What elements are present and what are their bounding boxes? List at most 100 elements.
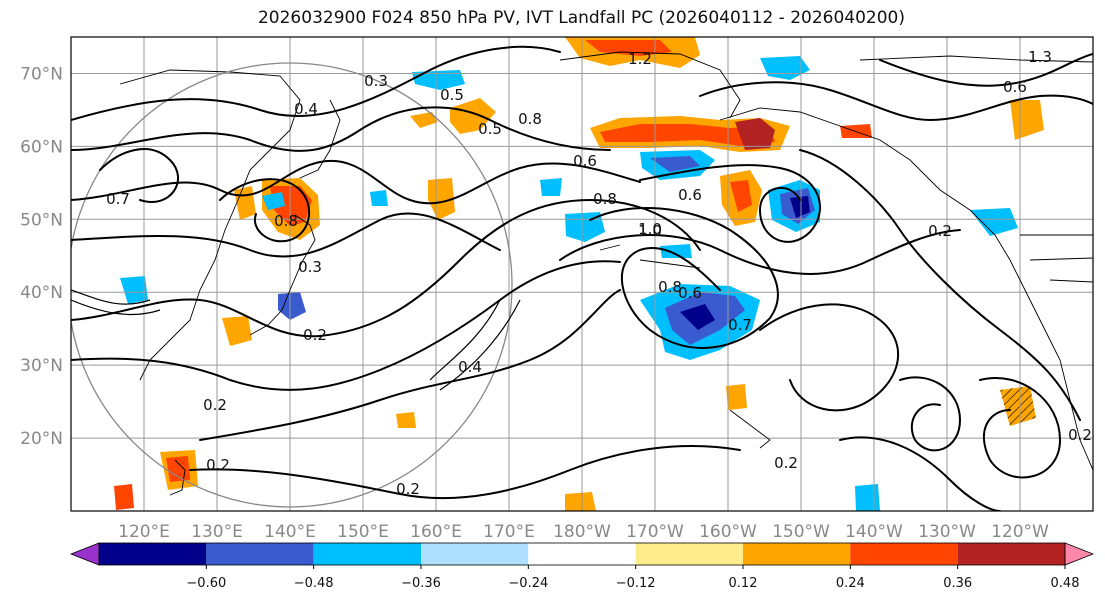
- lon-tick-label: 160°E: [410, 522, 462, 542]
- japan-coastline: [249, 214, 316, 336]
- colorbar-tick-label: −0.60: [186, 576, 226, 591]
- contour-label: 1.3: [1028, 48, 1052, 66]
- lon-tick-label: 170°W: [626, 522, 684, 542]
- lat-tick-label: 40°N: [20, 283, 63, 303]
- chart-title: 2026032900 F024 850 hPa PV, IVT Landfall…: [257, 8, 905, 28]
- shade-positive: [222, 316, 252, 346]
- contour-labels: 1.20.50.30.40.51.00.80.60.80.61.00.80.60…: [106, 48, 1092, 498]
- contour-line: [759, 303, 899, 412]
- coastlines: [119, 51, 1093, 496]
- map-plot-area: 1.20.50.30.40.51.00.80.60.80.61.00.80.60…: [71, 37, 1093, 511]
- lat-tick-label: 70°N: [20, 64, 63, 84]
- colorbar-tick-label: −0.24: [508, 576, 548, 591]
- colorbar-bin: [743, 543, 851, 565]
- contour-line: [199, 289, 621, 441]
- contour-line: [71, 198, 701, 338]
- contour-line-thin: [71, 289, 161, 316]
- contour-line: [879, 53, 1093, 87]
- contour-line: [71, 159, 641, 205]
- colorbar-bin: [528, 543, 636, 565]
- shade-negative: [262, 192, 285, 210]
- shade-positive: [450, 98, 496, 134]
- pv-contours: [71, 45, 1093, 511]
- colorbar-tick-label: 0.48: [1051, 576, 1080, 591]
- contour-line: [589, 207, 779, 349]
- contour-label: 0.6: [1003, 78, 1027, 96]
- shade-positive: [726, 384, 747, 410]
- shaded-anomalies: [114, 37, 1044, 511]
- contour-label: 0.4: [458, 358, 482, 376]
- contour-label: 0.8: [274, 212, 298, 230]
- shade-negative-max: [790, 196, 810, 218]
- colorbar-bin: [635, 543, 743, 565]
- colorbar-bin: [957, 543, 1065, 565]
- contour-line: [219, 178, 310, 243]
- shade-positive-strong: [730, 180, 752, 212]
- lon-tick-label: 140°E: [264, 522, 316, 542]
- contour-line: [71, 106, 611, 152]
- arctic-coastline: [859, 55, 1093, 63]
- contour-line: [899, 376, 962, 452]
- contour-line: [99, 148, 180, 203]
- colorbar-tick-label: 0.24: [836, 576, 865, 591]
- lon-tick-label: 140°W: [845, 522, 903, 542]
- shade-positive-strong: [585, 40, 672, 56]
- contour-label: 0.2: [1068, 426, 1092, 444]
- north-america-coastline: [719, 107, 1093, 471]
- contour-line: [799, 149, 1081, 421]
- contour-label: 0.7: [106, 190, 130, 208]
- contour-label: 1.2: [628, 50, 652, 68]
- lat-tick-label: 50°N: [20, 210, 63, 230]
- contour-label: 0.6: [678, 186, 702, 204]
- contour-label: 0.6: [678, 284, 702, 302]
- shade-negative: [412, 70, 465, 90]
- shade-negative-max: [680, 304, 715, 330]
- alaska-coastline: [559, 51, 741, 119]
- lon-tick-label: 130°E: [191, 522, 243, 542]
- latitude-axis: 70°N 60°N 50°N 40°N 30°N 20°N: [20, 64, 63, 449]
- shade-negative: [120, 276, 148, 304]
- colorbar: −0.60 −0.48 −0.36 −0.24 −0.12 0.12 0.24 0.36 0.4…: [69, 542, 1095, 591]
- contour-label: 0.3: [298, 258, 322, 276]
- contour-label: 0.8: [658, 278, 682, 296]
- contour-label: 0.6: [573, 152, 597, 170]
- contour-line: [639, 164, 821, 243]
- lon-tick-label: 130°W: [918, 522, 976, 542]
- contour-line: [71, 212, 501, 258]
- contour-line: [839, 436, 1001, 511]
- colorbar-bin: [99, 543, 207, 565]
- shade-positive: [1010, 100, 1044, 140]
- lat-tick-label: 60°N: [20, 137, 63, 157]
- shade-positive: [410, 112, 438, 128]
- lon-tick-label: 160°W: [699, 522, 757, 542]
- plot-frame: [70, 36, 1094, 512]
- colorbar-tick-label: 0.36: [943, 576, 972, 591]
- contour-line: [189, 445, 741, 500]
- colorbar-tick-label: −0.36: [401, 576, 441, 591]
- shade-negative: [855, 484, 880, 511]
- colorbar-bin: [421, 543, 529, 565]
- contour-label: 0.3: [364, 72, 388, 90]
- colorbar-frame: [98, 542, 1066, 566]
- borders: [1020, 234, 1093, 283]
- lon-tick-label: 170°E: [483, 522, 535, 542]
- kamchatka-coastline: [299, 99, 341, 179]
- lon-tick-label: 120°E: [118, 522, 170, 542]
- lon-tick-label: 150°W: [772, 522, 830, 542]
- shade-negative-strong: [278, 292, 306, 320]
- colorbar-bin: [206, 543, 314, 565]
- range-circle: [71, 62, 513, 508]
- contour-label: 0.5: [440, 86, 464, 104]
- shade-negative: [660, 244, 692, 258]
- shade-positive: [396, 412, 416, 428]
- shade-positive-max: [735, 118, 775, 150]
- contour-label: 0.8: [518, 110, 542, 128]
- colorbar-bin: [850, 543, 958, 565]
- gridlines: [71, 37, 1093, 511]
- colorbar-tick-label: −0.12: [616, 576, 656, 591]
- contour-label: 0.7: [728, 316, 752, 334]
- lon-tick-label: 120°W: [991, 522, 1049, 542]
- shade-negative: [370, 190, 388, 206]
- contour-line: [699, 81, 1093, 122]
- contour-label: 0.5: [478, 120, 502, 138]
